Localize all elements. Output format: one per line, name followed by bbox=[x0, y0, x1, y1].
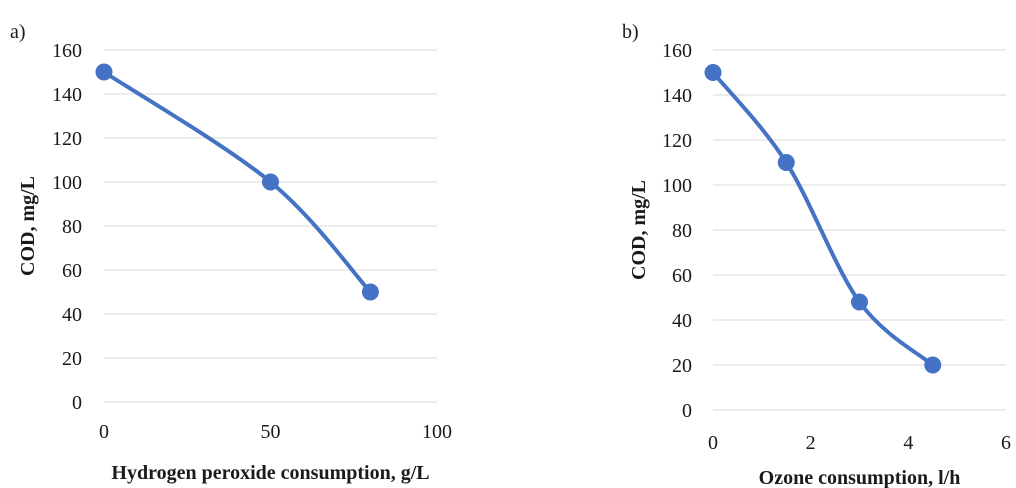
y-tick-label: 60 bbox=[672, 265, 692, 287]
y-tick-label: 80 bbox=[62, 216, 82, 238]
y-tick-label: 20 bbox=[62, 348, 82, 370]
x-tick-label: 0 bbox=[708, 432, 718, 454]
y-tick-label: 40 bbox=[672, 310, 692, 332]
panel-label: b) bbox=[622, 21, 639, 43]
x-tick-label: 0 bbox=[99, 421, 109, 443]
chart-panel-b: 0 20 40 60 80 100 120 140 160 0 2 4 6 b) Ozone consump… bbox=[622, 21, 1011, 488]
y-tick-label: 120 bbox=[662, 130, 692, 152]
y-tick-label: 0 bbox=[682, 400, 692, 422]
y-axis-title: COD, mg/L bbox=[628, 180, 650, 280]
x-axis-title: Ozone consumption, l/h bbox=[759, 467, 961, 488]
y-tick-label: 100 bbox=[662, 175, 692, 197]
data-point-marker bbox=[924, 356, 942, 374]
x-tick-label: 4 bbox=[903, 432, 913, 454]
chart-panel-a: 0 20 40 60 80 100 120 140 160 0 50 100 a) Hydrogen pe… bbox=[10, 21, 452, 484]
y-tick-label: 100 bbox=[52, 172, 82, 194]
data-point-marker bbox=[95, 63, 113, 81]
x-axis-title: Hydrogen peroxide consumption, g/L bbox=[111, 462, 429, 484]
y-tick-label: 0 bbox=[72, 392, 82, 414]
data-point-marker bbox=[851, 293, 868, 311]
y-tick-label: 20 bbox=[672, 355, 692, 377]
y-tick-label: 120 bbox=[52, 128, 82, 150]
x-tick-label: 6 bbox=[1001, 432, 1011, 454]
y-tick-label: 60 bbox=[62, 260, 82, 282]
data-point-marker bbox=[361, 283, 379, 301]
y-tick-label: 160 bbox=[662, 40, 692, 62]
data-point-marker bbox=[704, 64, 722, 81]
data-point-marker bbox=[777, 154, 795, 171]
y-tick-label: 80 bbox=[672, 220, 692, 242]
panel-label: a) bbox=[10, 21, 26, 43]
y-axis-title: COD, mg/L bbox=[17, 176, 39, 276]
y-tick-label: 40 bbox=[62, 304, 82, 326]
x-tick-label: 2 bbox=[806, 432, 816, 454]
x-tick-label: 100 bbox=[422, 421, 452, 443]
y-tick-label: 160 bbox=[52, 40, 82, 62]
y-tick-label: 140 bbox=[662, 85, 692, 107]
data-point-marker bbox=[262, 173, 279, 191]
series-line bbox=[711, 70, 935, 367]
y-tick-label: 140 bbox=[52, 84, 82, 106]
x-tick-label: 50 bbox=[261, 421, 281, 443]
